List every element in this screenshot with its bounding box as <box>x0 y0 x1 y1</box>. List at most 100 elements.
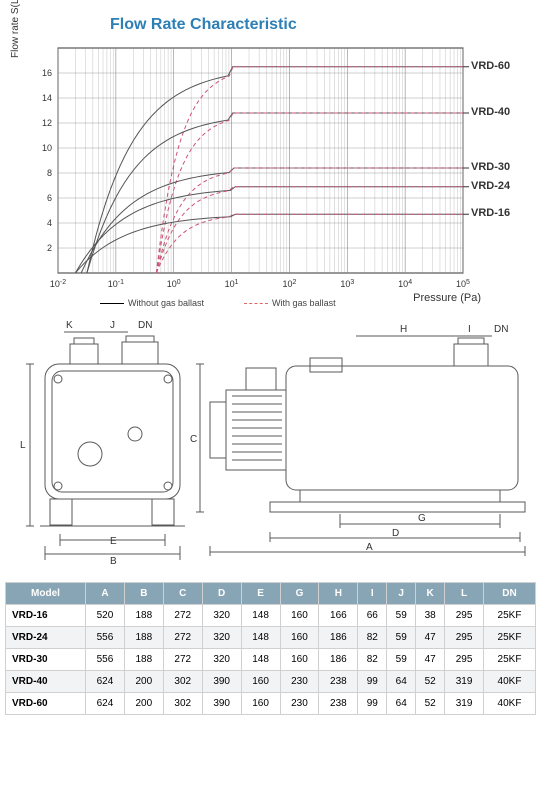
svg-text:I: I <box>468 324 471 335</box>
cell: 272 <box>163 605 202 627</box>
cell: 82 <box>358 649 387 671</box>
cell: 295 <box>445 627 484 649</box>
series-label: VRD-40 <box>471 106 510 118</box>
cell: 99 <box>358 671 387 693</box>
cell: 295 <box>445 649 484 671</box>
svg-text:E: E <box>110 536 117 547</box>
cell: 230 <box>280 671 319 693</box>
col-header: K <box>416 583 445 605</box>
cell: 302 <box>163 671 202 693</box>
svg-text:16: 16 <box>42 68 52 78</box>
svg-text:14: 14 <box>42 93 52 103</box>
cell: 64 <box>387 693 416 715</box>
col-header: Model <box>6 583 86 605</box>
cell: 99 <box>358 693 387 715</box>
cell: 148 <box>241 627 280 649</box>
svg-text:G: G <box>418 513 426 524</box>
svg-text:B: B <box>110 556 117 567</box>
cell: 47 <box>416 627 445 649</box>
cell: 320 <box>202 627 241 649</box>
cell: 624 <box>85 671 124 693</box>
cell: 186 <box>319 649 358 671</box>
cell: 160 <box>241 693 280 715</box>
svg-text:J: J <box>110 320 115 331</box>
cell: 390 <box>202 671 241 693</box>
cell: 148 <box>241 649 280 671</box>
cell: 160 <box>280 605 319 627</box>
svg-text:102: 102 <box>282 279 296 290</box>
cell: 272 <box>163 627 202 649</box>
cell: 160 <box>280 627 319 649</box>
col-header: G <box>280 583 319 605</box>
table-row: VRD-4062420030239016023023899645231940KF <box>6 671 536 693</box>
cell: 200 <box>124 671 163 693</box>
cell: 200 <box>124 693 163 715</box>
cell: 319 <box>445 671 484 693</box>
chart-svg: 24681012141610-210-1100101102103104105 <box>0 38 531 308</box>
cell: 66 <box>358 605 387 627</box>
svg-text:10-1: 10-1 <box>108 279 124 290</box>
svg-text:12: 12 <box>42 118 52 128</box>
flow-rate-chart: Flow rate S(L/s) 24681012141610-210-1100… <box>0 38 531 308</box>
table-row: VRD-1652018827232014816016666593829525KF <box>6 605 536 627</box>
cell: VRD-16 <box>6 605 86 627</box>
svg-text:H: H <box>400 324 407 335</box>
cell: 40KF <box>484 693 536 715</box>
cell: 25KF <box>484 627 536 649</box>
cell: 624 <box>85 693 124 715</box>
col-header: A <box>85 583 124 605</box>
cell: 390 <box>202 693 241 715</box>
cell: 295 <box>445 605 484 627</box>
cell: 320 <box>202 605 241 627</box>
svg-text:DN: DN <box>494 324 508 335</box>
cell: 38 <box>416 605 445 627</box>
dimensions-table: ModelABCDEGHIJKLDN VRD-16520188272320148… <box>5 582 536 715</box>
legend-dashed: With gas ballast <box>272 298 336 308</box>
cell: 160 <box>280 649 319 671</box>
cell: 188 <box>124 649 163 671</box>
cell: 59 <box>387 627 416 649</box>
cell: 319 <box>445 693 484 715</box>
table-row: VRD-2455618827232014816018682594729525KF <box>6 627 536 649</box>
col-header: J <box>387 583 416 605</box>
svg-text:C: C <box>190 434 197 445</box>
svg-text:104: 104 <box>398 279 412 290</box>
cell: VRD-24 <box>6 627 86 649</box>
legend-solid: Without gas ballast <box>128 298 204 308</box>
x-axis-label: Pressure (Pa) <box>413 292 481 304</box>
series-label: VRD-60 <box>471 60 510 72</box>
cell: 148 <box>241 605 280 627</box>
svg-text:4: 4 <box>47 218 52 228</box>
col-header: E <box>241 583 280 605</box>
cell: 59 <box>387 605 416 627</box>
series-label: VRD-24 <box>471 180 510 192</box>
svg-text:DN: DN <box>138 320 152 331</box>
cell: 40KF <box>484 671 536 693</box>
col-header: L <box>445 583 484 605</box>
col-header: C <box>163 583 202 605</box>
cell: 59 <box>387 649 416 671</box>
series-label: VRD-30 <box>471 161 510 173</box>
cell: 556 <box>85 627 124 649</box>
col-header: H <box>319 583 358 605</box>
cell: 230 <box>280 693 319 715</box>
col-header: I <box>358 583 387 605</box>
mechanical-drawing: EB L KJDN C HIDN GDA <box>0 314 541 574</box>
svg-text:6: 6 <box>47 193 52 203</box>
cell: 188 <box>124 605 163 627</box>
cell: 186 <box>319 627 358 649</box>
cell: 272 <box>163 649 202 671</box>
cell: 238 <box>319 693 358 715</box>
cell: 52 <box>416 671 445 693</box>
cell: 188 <box>124 627 163 649</box>
cell: 166 <box>319 605 358 627</box>
cell: VRD-30 <box>6 649 86 671</box>
svg-text:A: A <box>366 542 373 553</box>
cell: 556 <box>85 649 124 671</box>
svg-text:103: 103 <box>340 279 354 290</box>
svg-text:2: 2 <box>47 243 52 253</box>
table-row: VRD-6062420030239016023023899645231940KF <box>6 693 536 715</box>
cell: 302 <box>163 693 202 715</box>
chart-legend: Without gas ballast With gas ballast <box>100 298 336 308</box>
page-title: Flow Rate Characteristic <box>0 0 541 38</box>
